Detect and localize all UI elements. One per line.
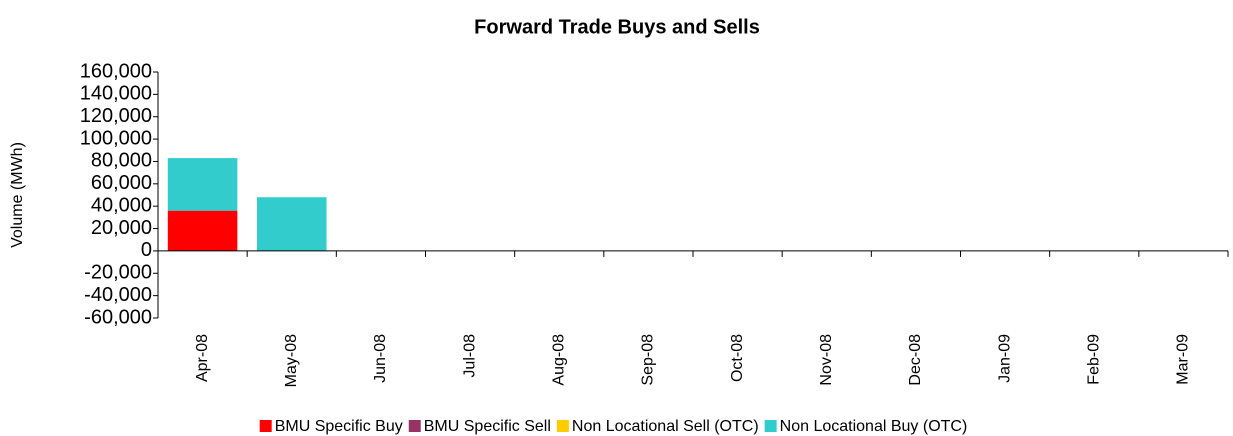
legend-swatch: [556, 420, 569, 432]
y-tick-label: 80,000: [91, 150, 152, 172]
x-tick-label: Mar-09: [1175, 334, 1192, 385]
x-tick-label: Nov-08: [818, 334, 835, 386]
y-tick-label: 20,000: [91, 217, 152, 239]
y-tick-label: 100,000: [80, 127, 152, 149]
y-tick-label: 140,000: [80, 83, 152, 105]
y-tick-label: -60,000: [84, 306, 152, 328]
x-tick-label: Apr-08: [194, 334, 211, 382]
x-tick-label: Oct-08: [729, 334, 746, 382]
legend-swatch: [408, 420, 421, 432]
legend-label: Non Locational Sell (OTC): [572, 418, 759, 435]
x-tick-label: Aug-08: [550, 334, 567, 386]
legend-label: BMU Specific Buy: [275, 418, 403, 435]
x-tick-label: Jul-08: [461, 334, 478, 378]
y-tick-label: -20,000: [84, 262, 152, 284]
y-tick-label: 0: [141, 239, 152, 261]
legend-label: BMU Specific Sell: [424, 418, 551, 435]
y-tick-label: -40,000: [84, 284, 152, 306]
x-tick-label: May-08: [283, 334, 300, 387]
legend-swatch: [764, 420, 777, 432]
legend: BMU Specific Buy BMU Specific Sell Non Loc…: [259, 418, 968, 435]
x-tick-label: Jan-09: [996, 334, 1013, 383]
y-tick-label: 40,000: [91, 194, 152, 216]
x-tick-label: Jun-08: [372, 334, 389, 383]
bar: [167, 158, 238, 211]
x-tick-label: Feb-09: [1085, 334, 1102, 385]
x-tick-label: Sep-08: [640, 334, 657, 386]
legend-label: Non Locational Buy (OTC): [780, 418, 968, 435]
x-tick-label: Dec-08: [907, 334, 924, 386]
chart-title: Forward Trade Buys and Sells: [474, 16, 760, 38]
bar: [167, 210, 238, 251]
y-tick-label: 160,000: [80, 60, 152, 82]
legend-swatch: [259, 420, 272, 432]
bar: [256, 197, 327, 251]
y-tick-label: 120,000: [80, 105, 152, 127]
y-tick-label: 60,000: [91, 172, 152, 194]
y-axis-label: Volume (MWh): [9, 142, 26, 248]
